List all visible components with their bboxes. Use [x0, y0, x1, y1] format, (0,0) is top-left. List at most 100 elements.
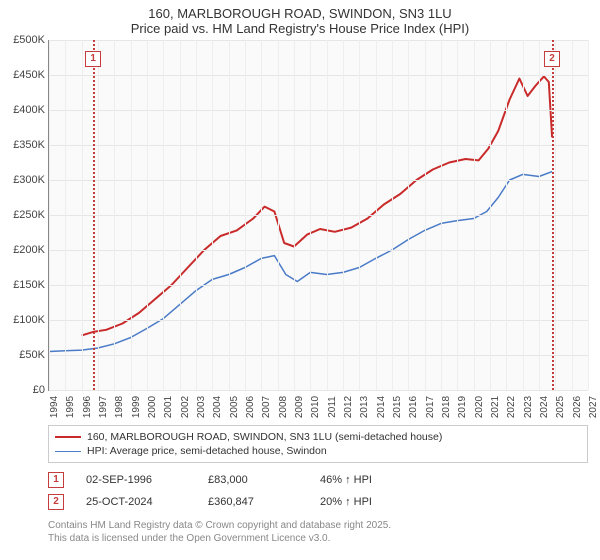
footer-attribution: Contains HM Land Registry data © Crown c… [48, 519, 588, 545]
x-axis-label: 2026 [572, 396, 583, 418]
footer-line-2: This data is licensed under the Open Gov… [48, 532, 588, 545]
y-gridline [49, 390, 588, 391]
x-gridline [539, 40, 540, 390]
plot-area: £0£50K£100K£150K£200K£250K£300K£350K£400… [48, 40, 588, 391]
x-axis-label: 2013 [359, 396, 370, 418]
x-axis-label: 1996 [82, 396, 93, 418]
legend: 160, MARLBOROUGH ROAD, SWINDON, SN3 1LU … [48, 425, 588, 463]
x-gridline [457, 40, 458, 390]
x-axis-label: 2008 [278, 396, 289, 418]
marker-box-2: 2 [544, 51, 560, 67]
x-gridline [180, 40, 181, 390]
x-gridline [376, 40, 377, 390]
legend-item: HPI: Average price, semi-detached house,… [55, 444, 581, 458]
x-axis-label: 1999 [131, 396, 142, 418]
annotation-date: 25-OCT-2024 [86, 496, 186, 508]
x-axis-label: 2025 [555, 396, 566, 418]
legend-item: 160, MARLBOROUGH ROAD, SWINDON, SN3 1LU … [55, 430, 581, 444]
x-gridline [278, 40, 279, 390]
x-axis-label: 2022 [506, 396, 517, 418]
x-gridline [114, 40, 115, 390]
x-axis-label: 2016 [408, 396, 419, 418]
x-gridline [474, 40, 475, 390]
x-axis-label: 2010 [310, 396, 321, 418]
chart-title-address: 160, MARLBOROUGH ROAD, SWINDON, SN3 1LU [0, 6, 600, 21]
x-gridline [65, 40, 66, 390]
x-axis-label: 2012 [343, 396, 354, 418]
x-axis-label: 1998 [114, 396, 125, 418]
chart-container: 160, MARLBOROUGH ROAD, SWINDON, SN3 1LU … [0, 0, 600, 545]
annotation-price: £83,000 [208, 474, 298, 486]
y-axis-label: £350K [1, 139, 45, 151]
y-axis-label: £250K [1, 209, 45, 221]
x-gridline [425, 40, 426, 390]
y-axis-label: £0 [1, 384, 45, 396]
x-gridline [49, 40, 50, 390]
x-axis-label: 2002 [180, 396, 191, 418]
x-axis-label: 2019 [457, 396, 468, 418]
x-axis-label: 2014 [376, 396, 387, 418]
x-axis-label: 2023 [523, 396, 534, 418]
x-gridline [523, 40, 524, 390]
x-gridline [245, 40, 246, 390]
x-axis-label: 2015 [392, 396, 403, 418]
annotations-table: 1 02-SEP-1996 £83,000 46% ↑ HPI 2 25-OCT-2024… [48, 469, 588, 513]
y-axis-label: £50K [1, 349, 45, 361]
legend-label: HPI: Average price, semi-detached house,… [87, 445, 327, 457]
x-gridline [131, 40, 132, 390]
x-axis-label: 1994 [49, 396, 60, 418]
legend-swatch [55, 451, 81, 452]
y-axis-label: £100K [1, 314, 45, 326]
x-axis-label: 2005 [229, 396, 240, 418]
x-gridline [212, 40, 213, 390]
x-axis-label: 2024 [539, 396, 550, 418]
annotation-row: 225-OCT-2024£360,84720% ↑ HPI [48, 491, 588, 513]
x-gridline [506, 40, 507, 390]
series-line-property [82, 76, 552, 335]
y-axis-label: £400K [1, 104, 45, 116]
x-gridline [98, 40, 99, 390]
legend-swatch [55, 436, 81, 438]
x-axis-label: 1995 [65, 396, 76, 418]
x-gridline [441, 40, 442, 390]
x-axis-label: 2003 [196, 396, 207, 418]
x-axis-label: 2004 [212, 396, 223, 418]
x-axis-label: 2027 [588, 396, 599, 418]
marker-line-1 [93, 40, 95, 390]
annotation-row: 1 02-SEP-1996 £83,000 46% ↑ HPI [48, 469, 588, 491]
x-axis-label: 2021 [490, 396, 501, 418]
x-axis-label: 2006 [245, 396, 256, 418]
x-gridline [82, 40, 83, 390]
y-axis-label: £500K [1, 34, 45, 46]
series-line-hpi [49, 172, 552, 352]
x-axis-label: 2009 [294, 396, 305, 418]
x-gridline [229, 40, 230, 390]
x-gridline [572, 40, 573, 390]
x-gridline [359, 40, 360, 390]
x-gridline [196, 40, 197, 390]
x-gridline [343, 40, 344, 390]
x-axis-label: 2018 [441, 396, 452, 418]
y-axis-label: £200K [1, 244, 45, 256]
title-block: 160, MARLBOROUGH ROAD, SWINDON, SN3 1LU … [0, 0, 600, 40]
x-gridline [392, 40, 393, 390]
x-gridline [261, 40, 262, 390]
annotation-id-box: 2 [48, 494, 64, 510]
annotation-id-box: 1 [48, 472, 64, 488]
annotation-hpi: 46% ↑ HPI [320, 474, 410, 486]
chart-title-subtitle: Price paid vs. HM Land Registry's House … [0, 21, 600, 36]
annotation-hpi: 20% ↑ HPI [320, 496, 410, 508]
x-gridline [310, 40, 311, 390]
annotation-date: 02-SEP-1996 [86, 474, 186, 486]
y-axis-label: £150K [1, 279, 45, 291]
x-gridline [163, 40, 164, 390]
x-axis-label: 2017 [425, 396, 436, 418]
y-axis-label: £300K [1, 174, 45, 186]
x-gridline [555, 40, 556, 390]
x-axis-label: 2011 [327, 396, 338, 418]
x-gridline [294, 40, 295, 390]
x-gridline [588, 40, 589, 390]
marker-line-2 [552, 40, 554, 390]
x-gridline [490, 40, 491, 390]
x-axis-label: 2007 [261, 396, 272, 418]
